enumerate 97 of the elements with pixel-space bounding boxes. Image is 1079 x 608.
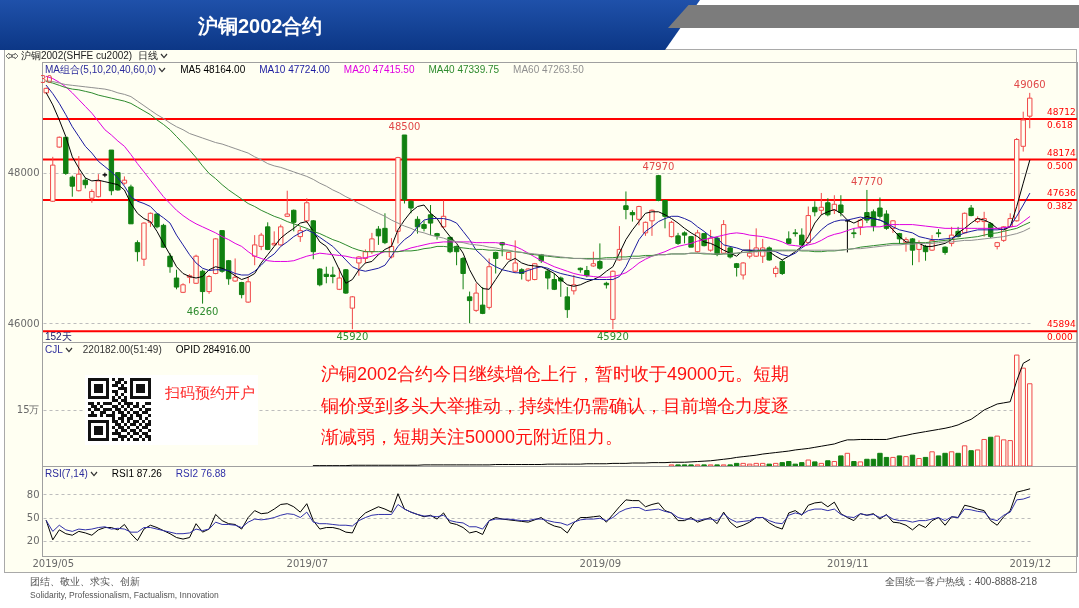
candlestick bbox=[1027, 92, 1033, 129]
candlestick bbox=[838, 194, 844, 217]
text: Solidarity, Professionalism, Factualism, Innovation bbox=[30, 590, 219, 601]
text: OPID 284916.00 bbox=[175, 344, 251, 356]
annotation: 0.000 bbox=[1047, 332, 1074, 343]
chart-subtitle: 沪铜2002(SHFE cu2002) 日线 bbox=[21, 50, 158, 62]
x-tick-label: 2019/09 bbox=[579, 557, 622, 569]
annotation: 47636 bbox=[1047, 188, 1076, 199]
annotation: 46260 bbox=[186, 305, 219, 317]
candlestick bbox=[460, 256, 466, 290]
candlestick bbox=[284, 190, 290, 218]
y-tick-label: 15万 bbox=[16, 404, 40, 416]
candlestick bbox=[564, 286, 571, 319]
chart-title: 沪铜2002合约 bbox=[198, 14, 323, 39]
candlestick bbox=[851, 227, 857, 239]
bar bbox=[909, 454, 916, 466]
bar bbox=[851, 461, 857, 466]
y-tick-label: 20 bbox=[26, 535, 40, 547]
candlestick bbox=[473, 282, 479, 313]
candlestick bbox=[245, 276, 251, 304]
annotation: 0.382 bbox=[1047, 201, 1073, 212]
x-tick-label: 2019/07 bbox=[286, 557, 329, 569]
annotation: 30 bbox=[39, 73, 53, 85]
candlestick bbox=[818, 192, 825, 216]
bar bbox=[890, 456, 896, 466]
y-tick-label: 46000 bbox=[7, 317, 40, 329]
candlestick bbox=[545, 268, 551, 290]
candlestick bbox=[76, 155, 82, 192]
candlestick bbox=[512, 239, 518, 274]
candlestick bbox=[69, 175, 76, 198]
annotation: 45920 bbox=[336, 331, 369, 343]
bar bbox=[922, 456, 929, 466]
x-tick-label: 2019/12 bbox=[1009, 557, 1052, 569]
line-series bbox=[45, 488, 1031, 542]
annotation: 沪铜2002合约今日继续增仓上行，暂时收于49000元。短期铜价受到多头大举推动，持续性仍需确认，目前增仓力度逐渐减弱，短期关注50000元附近阻力。 bbox=[321, 363, 791, 449]
text: MA5 48164.00 bbox=[180, 64, 246, 76]
candlestick bbox=[597, 242, 603, 271]
annotation: 152天 bbox=[45, 331, 72, 342]
candlestick bbox=[232, 257, 238, 283]
candlestick bbox=[167, 252, 173, 274]
bar bbox=[805, 459, 811, 466]
annotation: 48174 bbox=[1047, 147, 1076, 158]
line-series bbox=[45, 496, 1031, 535]
bar bbox=[857, 461, 864, 466]
bar bbox=[948, 451, 955, 466]
candlestick bbox=[479, 286, 486, 315]
text: MA60 47263.50 bbox=[513, 64, 584, 76]
annotation: 45920 bbox=[597, 331, 629, 343]
candlestick bbox=[466, 291, 473, 324]
candlestick bbox=[265, 221, 271, 251]
bar bbox=[818, 462, 825, 466]
annotation: 220182.00(51:49) bbox=[82, 344, 162, 356]
bar bbox=[825, 460, 831, 466]
bar bbox=[844, 452, 851, 466]
x-tick-label: 2019/05 bbox=[32, 557, 75, 569]
x-tick-label: 2019/11 bbox=[827, 557, 869, 569]
annotation: 49060 bbox=[1013, 78, 1046, 90]
candlestick bbox=[206, 274, 212, 295]
annotation: 45894 bbox=[1047, 319, 1076, 330]
bar bbox=[896, 455, 903, 466]
bar bbox=[831, 461, 838, 466]
annotation: 47970 bbox=[642, 160, 675, 172]
bar bbox=[812, 461, 818, 466]
candlestick bbox=[623, 190, 629, 220]
text: RSI1 87.26 bbox=[111, 468, 162, 480]
bar bbox=[929, 451, 935, 466]
candlestick bbox=[304, 197, 310, 224]
y-tick-label: 48000 bbox=[7, 167, 40, 179]
annotation: 0.500 bbox=[1047, 160, 1074, 171]
bar bbox=[955, 452, 961, 466]
bar bbox=[987, 436, 994, 466]
bar bbox=[838, 455, 844, 466]
annotation: 48500 bbox=[388, 121, 421, 133]
legend-title: RSI(7,14) bbox=[45, 468, 88, 480]
y-tick-label: 50 bbox=[26, 512, 40, 524]
bar bbox=[916, 458, 922, 466]
text: RSI2 76.88 bbox=[175, 468, 226, 480]
bar bbox=[903, 456, 909, 466]
text: MA20 47415.50 bbox=[343, 64, 415, 76]
bar bbox=[961, 445, 968, 466]
legend-title: CJL bbox=[45, 344, 63, 356]
annotation: 47770 bbox=[851, 175, 883, 187]
legend-title: MA组合(5,10,20,40,60,0) bbox=[45, 64, 157, 75]
annotation: 48712 bbox=[1047, 107, 1076, 118]
text: 团结、敬业、求实、创新 bbox=[30, 576, 140, 587]
candlestick bbox=[173, 269, 180, 290]
annotation: 扫码预约开户 bbox=[165, 384, 255, 402]
bar bbox=[773, 462, 779, 466]
candlestick bbox=[369, 232, 375, 255]
candlestick bbox=[134, 239, 141, 262]
text: MA40 47339.75 bbox=[428, 64, 500, 76]
y-tick-label: 80 bbox=[26, 488, 40, 500]
text: MA10 47724.00 bbox=[259, 64, 330, 76]
text: 全国统一客户热线：400-8888-218 bbox=[884, 576, 1037, 587]
candlestick bbox=[349, 295, 356, 330]
annotation: 0.618 bbox=[1047, 120, 1074, 131]
bar bbox=[968, 450, 974, 466]
